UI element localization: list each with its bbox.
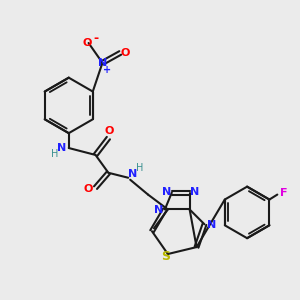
Text: O: O bbox=[84, 184, 93, 194]
Text: F: F bbox=[280, 188, 287, 198]
Text: N: N bbox=[57, 143, 66, 153]
Text: H: H bbox=[51, 149, 58, 159]
Text: N: N bbox=[128, 169, 137, 179]
Text: O: O bbox=[83, 38, 92, 48]
Text: N: N bbox=[207, 220, 216, 230]
Text: H: H bbox=[136, 163, 144, 173]
Text: O: O bbox=[121, 48, 130, 58]
Text: +: + bbox=[103, 65, 112, 75]
Text: S: S bbox=[161, 250, 170, 263]
Text: -: - bbox=[93, 32, 98, 44]
Text: N: N bbox=[162, 187, 172, 196]
Text: O: O bbox=[105, 126, 114, 136]
Text: N: N bbox=[98, 58, 107, 68]
Text: N: N bbox=[190, 187, 199, 196]
Text: N: N bbox=[154, 206, 164, 215]
